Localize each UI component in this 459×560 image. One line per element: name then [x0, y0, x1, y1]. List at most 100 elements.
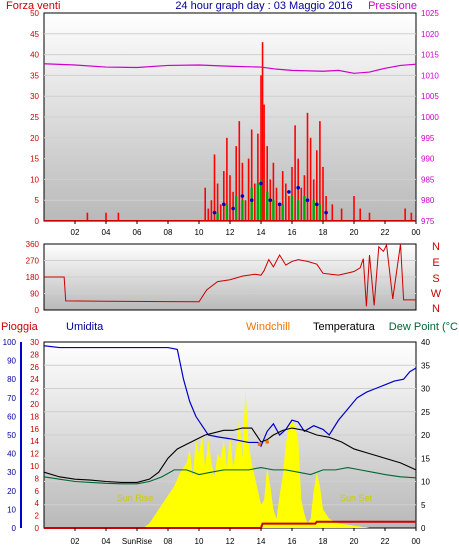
humidity-label: Umidita: [66, 321, 104, 333]
wind-speed-point: [249, 198, 254, 202]
pressure-tick-label: 995: [421, 134, 435, 143]
wind-tick-label: 25: [30, 113, 39, 122]
rain-tick-label: 30: [30, 338, 39, 347]
wind-tick-label: 0: [35, 217, 40, 226]
pressure-tick-label: 975: [421, 217, 435, 226]
rain-tick-label: 0: [35, 524, 40, 533]
temperature-x-tick-label: 12: [226, 537, 235, 546]
wind-speed-point: [315, 202, 319, 207]
temperature-x-axis: 02 04 SunRise 08 10 12 14 16 18 20 22 00: [71, 528, 421, 546]
pressure-label: Pressione: [368, 0, 417, 12]
direction-tick-label: 90: [30, 290, 39, 299]
temperature-x-tick-label: 08: [164, 537, 173, 546]
temperature-tick-label: 10: [421, 478, 430, 487]
wind-x-tick-label: 20: [350, 228, 359, 237]
wind-x-tick-label: 10: [195, 228, 204, 237]
wind-speed-point: [222, 202, 226, 207]
rain-tick-label: 26: [30, 363, 39, 372]
humidity-tick-label: 90: [7, 357, 16, 366]
temperature-tick-label: 35: [421, 361, 430, 370]
wind-force-label: Forza venti: [6, 0, 60, 12]
temperature-x-tick-label: 20: [350, 537, 359, 546]
humidity-tick-label: 20: [7, 487, 16, 496]
wind-x-tick-label: 04: [102, 228, 111, 237]
humidity-tick-label: 0: [12, 524, 17, 533]
temperature-tick-label: 5: [421, 501, 426, 510]
rain-tick-label: 8: [35, 474, 40, 483]
windchill-point: [265, 440, 270, 444]
pressure-line: [43, 63, 417, 74]
wind-speed-point: [268, 198, 273, 202]
wind-x-tick-label: 16: [288, 228, 297, 237]
wind-speed-point: [212, 210, 217, 215]
dewpoint-line: [43, 466, 417, 485]
wind-x-tick-label: 00: [412, 228, 421, 237]
direction-gridlines: [44, 260, 416, 294]
wind-speed-point: [240, 194, 245, 198]
wind-speed-point: [324, 210, 328, 215]
pressure-tick-label: 980: [421, 196, 435, 205]
direction-tick-label: 360: [26, 240, 40, 249]
compass-label: N: [432, 241, 440, 253]
temperature-line: [43, 427, 417, 483]
pressure-tick-label: 1025: [421, 9, 439, 18]
temperature-x-tick-label: 22: [381, 537, 390, 546]
wind-direction-line: [44, 243, 416, 307]
wind-speed-point: [259, 181, 263, 186]
wind-speed-point: [296, 185, 301, 190]
wind-speed-point: [305, 198, 310, 202]
temperature-x-tick-label: 02: [71, 537, 80, 546]
wind-x-tick-label: 02: [71, 228, 80, 237]
temperature-tick-label: 15: [421, 454, 430, 463]
pressure-axis-labels: 975 980 985 990 995 1000 1005 1010 1015 1020 1025: [421, 9, 439, 226]
pressure-tick-label: 990: [421, 155, 435, 164]
wind-axis-labels: 0 5 10 15 20 25 30 35 40 45 50: [30, 9, 39, 226]
solar-radiation-area: [44, 388, 416, 528]
rain-tick-label: 12: [30, 450, 39, 459]
dewpoint-label: Dew Point (°C: [389, 321, 458, 333]
direction-series: [44, 243, 416, 307]
rain-tick-label: 24: [30, 375, 39, 384]
chart-title: 24 hour graph day : 03 Maggio 2016: [175, 0, 352, 12]
direction-tick-label: 180: [26, 273, 40, 282]
wind-x-tick-label: 14: [257, 228, 266, 237]
sun-rise-label: Sun Rise: [117, 493, 154, 503]
rain-label: Pioggia: [1, 321, 39, 333]
humidity-tick-label: 40: [7, 450, 16, 459]
temperature-axes: 0 5 10 15 20 25 30 35 40 0 10 20 30 40 50 60 70 80 90 100 0 2…: [3, 338, 431, 533]
windchill-point: [257, 442, 262, 447]
rain-tick-label: 16: [30, 425, 39, 434]
humidity-tick-label: 10: [7, 505, 16, 514]
wind-tick-label: 35: [30, 71, 39, 80]
temperature-series: [43, 345, 417, 529]
temperature-tick-label: 40: [421, 338, 430, 347]
wind-series: [43, 42, 417, 221]
pressure-tick-label: 985: [421, 175, 435, 184]
rain-tick-label: 20: [30, 400, 39, 409]
pressure-tick-label: 1015: [421, 51, 439, 60]
compass-label: N: [432, 303, 440, 315]
direction-tick-label: 270: [26, 257, 40, 266]
rain-tick-label: 2: [35, 512, 40, 521]
temperature-tick-label: 25: [421, 408, 430, 417]
humidity-line: [43, 345, 417, 448]
wind-tick-label: 40: [30, 51, 39, 60]
temperature-x-tick-label: 14: [257, 537, 266, 546]
temperature-x-tick-label: 16: [288, 537, 297, 546]
rain-tick-label: 22: [30, 388, 39, 397]
direction-axis-labels: 0 90 180 270 360: [26, 240, 40, 315]
wind-x-tick-label: 18: [319, 228, 328, 237]
temperature-x-tick-label: 18: [319, 537, 328, 546]
humidity-tick-label: 100: [3, 338, 17, 347]
rain-tick-label: 6: [35, 487, 40, 496]
humidity-tick-label: 70: [7, 394, 16, 403]
humidity-tick-label: 60: [7, 412, 16, 421]
humidity-tick-label: 30: [7, 468, 16, 477]
temperature-tick-label: 0: [421, 524, 426, 533]
rain-tick-label: 10: [30, 462, 39, 471]
temperature-tick-label: 30: [421, 385, 430, 394]
temperature-x-tick-label: SunRise: [122, 537, 153, 546]
wind-speed-point: [231, 206, 235, 211]
